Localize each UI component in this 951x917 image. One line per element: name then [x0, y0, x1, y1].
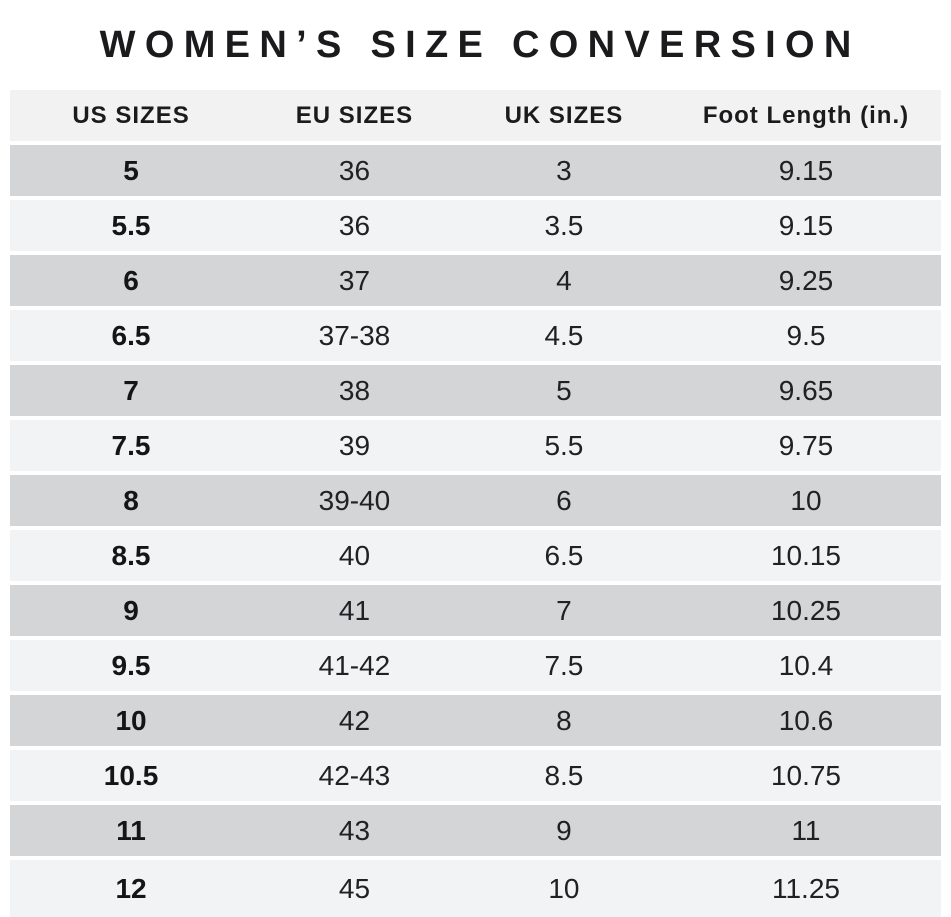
column-header-foot-length: Foot Length (in.) — [702, 101, 910, 129]
page-title: WOMEN’S SIZE CONVERSION — [99, 23, 861, 66]
foot-length-cell: 10.25 — [770, 594, 842, 626]
foot-length-cell: 11.25 — [771, 872, 840, 904]
foot-length-cell: 10.15 — [770, 539, 842, 571]
us-size-cell: 9 — [123, 594, 139, 626]
table-row: 7 38 5 9.65 — [10, 365, 941, 416]
table-row: 5.5 36 3.5 9.15 — [10, 200, 941, 251]
foot-length-cell: 10.75 — [770, 759, 842, 791]
uk-size-cell: 5.5 — [544, 429, 584, 461]
column-header-eu-sizes: EU SIZES — [295, 101, 414, 129]
uk-size-cell: 3.5 — [544, 209, 584, 241]
us-size-cell: 6 — [123, 264, 139, 296]
us-size-cell: 6.5 — [111, 319, 151, 351]
eu-size-cell: 37-38 — [318, 319, 391, 351]
table-row: 9 41 7 10.25 — [10, 585, 941, 636]
foot-length-cell: 9.75 — [778, 429, 834, 461]
eu-size-cell: 38 — [338, 374, 371, 406]
table-row: 6.5 37-38 4.5 9.5 — [10, 310, 941, 361]
table-row: 6 37 4 9.25 — [10, 255, 941, 306]
column-header-uk-sizes: UK SIZES — [504, 101, 624, 129]
uk-size-cell: 3 — [556, 154, 572, 186]
uk-size-cell: 5 — [556, 374, 572, 406]
uk-size-cell: 8.5 — [544, 759, 584, 791]
eu-size-cell: 40 — [338, 539, 371, 571]
uk-size-cell: 8 — [556, 704, 572, 736]
us-size-cell: 12 — [115, 872, 147, 904]
foot-length-cell: 10.4 — [778, 649, 834, 681]
eu-size-cell: 41 — [338, 594, 371, 626]
table-row: 10 42 8 10.6 — [10, 695, 941, 746]
uk-size-cell: 6 — [556, 484, 572, 516]
table-row: 7.5 39 5.5 9.75 — [10, 420, 941, 471]
uk-size-cell: 7.5 — [544, 649, 584, 681]
table-row: 12 45 10 11.25 — [10, 860, 941, 917]
eu-size-cell: 41-42 — [318, 649, 391, 681]
table-row: 8.5 40 6.5 10.15 — [10, 530, 941, 581]
uk-size-cell: 6.5 — [544, 539, 584, 571]
table-row: 10.5 42-43 8.5 10.75 — [10, 750, 941, 801]
eu-size-cell: 42 — [338, 704, 371, 736]
uk-size-cell: 7 — [556, 594, 572, 626]
us-size-cell: 10.5 — [103, 759, 159, 791]
foot-length-cell: 9.15 — [778, 209, 834, 241]
uk-size-cell: 4.5 — [544, 319, 584, 351]
us-size-cell: 7 — [123, 374, 139, 406]
column-header-us-sizes: US SIZES — [72, 101, 190, 129]
foot-length-cell: 9.65 — [778, 374, 834, 406]
us-size-cell: 5.5 — [111, 209, 151, 241]
foot-length-cell: 9.15 — [778, 154, 834, 186]
table-row: 8 39-40 6 10 — [10, 475, 941, 526]
table-row: 9.5 41-42 7.5 10.4 — [10, 640, 941, 691]
uk-size-cell: 4 — [556, 264, 572, 296]
size-conversion-table: US SIZES EU SIZES UK SIZES Foot Length (… — [10, 90, 941, 917]
table-header-row: US SIZES EU SIZES UK SIZES Foot Length (… — [10, 90, 941, 141]
foot-length-cell: 11 — [791, 814, 821, 846]
us-size-cell: 10 — [115, 704, 147, 736]
table-row: 5 36 3 9.15 — [10, 145, 941, 196]
us-size-cell: 11 — [116, 814, 146, 846]
uk-size-cell: 9 — [556, 814, 572, 846]
eu-size-cell: 36 — [338, 154, 371, 186]
eu-size-cell: 42-43 — [318, 759, 391, 791]
foot-length-cell: 9.25 — [778, 264, 834, 296]
us-size-cell: 8 — [123, 484, 139, 516]
foot-length-cell: 9.5 — [786, 319, 826, 351]
foot-length-cell: 10.6 — [778, 704, 834, 736]
table-body: 5 36 3 9.15 5.5 36 3.5 9.15 6 37 4 9.25 … — [10, 145, 941, 917]
eu-size-cell: 39 — [338, 429, 371, 461]
eu-size-cell: 45 — [338, 872, 371, 904]
us-size-cell: 5 — [123, 154, 139, 186]
eu-size-cell: 36 — [338, 209, 371, 241]
table-row: 11 43 9 11 — [10, 805, 941, 856]
uk-size-cell: 10 — [548, 872, 580, 904]
eu-size-cell: 39-40 — [318, 484, 391, 516]
foot-length-cell: 10 — [790, 484, 822, 516]
us-size-cell: 7.5 — [111, 429, 151, 461]
us-size-cell: 9.5 — [111, 649, 151, 681]
eu-size-cell: 37 — [338, 264, 371, 296]
us-size-cell: 8.5 — [111, 539, 151, 571]
eu-size-cell: 43 — [338, 814, 371, 846]
